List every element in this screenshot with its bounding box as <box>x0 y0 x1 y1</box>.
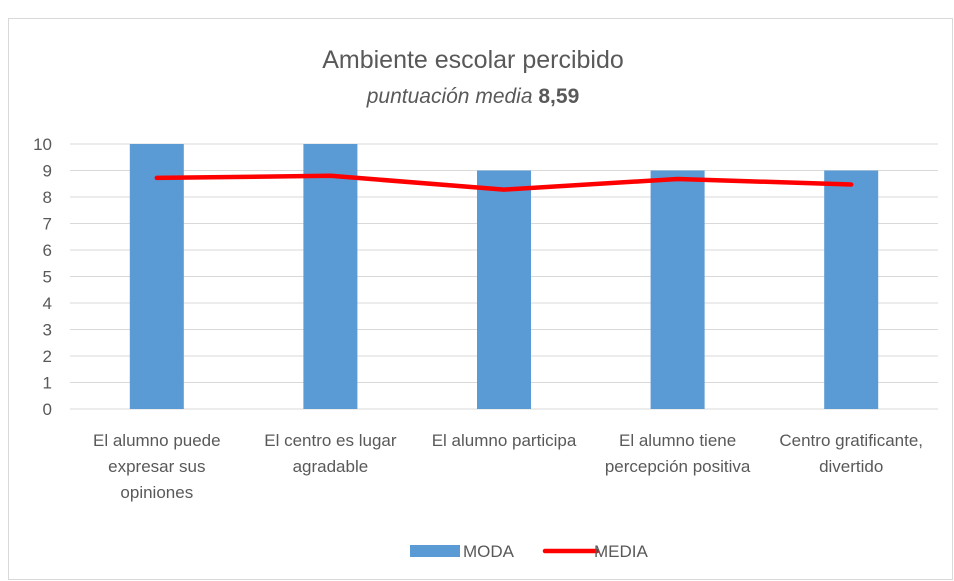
chart-title: Ambiente escolar percibido <box>322 46 624 74</box>
legend-swatch <box>410 545 460 557</box>
x-tick-label: El centro es lugar agradable <box>264 431 397 476</box>
x-tick-label: El alumno tiene percepción positiva <box>605 431 751 476</box>
bar <box>129 144 184 409</box>
x-tick-line: expresar sus <box>108 457 205 476</box>
x-tick-line: percepción positiva <box>605 457 751 476</box>
y-tick-label: 8 <box>43 188 52 207</box>
x-tick-line: agradable <box>293 457 369 476</box>
y-tick-label: 4 <box>43 294 52 313</box>
x-tick-label: El alumno puede expresar sus opiniones <box>93 431 221 502</box>
x-tick-line: Centro gratificante, <box>779 431 923 450</box>
y-tick-label: 9 <box>43 162 52 181</box>
y-tick-label: 2 <box>43 347 52 366</box>
y-tick-label: 5 <box>43 268 52 287</box>
y-tick-label: 6 <box>43 241 52 260</box>
x-tick-line: El alumno puede <box>93 431 221 450</box>
x-tick-line: El alumno tiene <box>619 431 736 450</box>
subtitle-label: puntuación media <box>366 85 533 108</box>
x-tick-line: El alumno participa <box>432 431 577 450</box>
chart-subtitle: puntuación media 8,59 <box>366 85 580 108</box>
legend-label: MODA <box>463 542 515 561</box>
line <box>154 173 854 192</box>
x-tick-line: opiniones <box>120 483 193 502</box>
x-tick-label: El alumno participa <box>432 431 577 450</box>
bar <box>650 170 705 409</box>
legend-label: MEDIA <box>594 542 649 561</box>
x-tick-line: El centro es lugar <box>264 431 397 450</box>
y-tick-label: 10 <box>33 135 52 154</box>
x-tick-label: Centro gratificante, divertido <box>779 431 923 476</box>
bar <box>303 144 358 409</box>
bar <box>477 170 531 409</box>
y-tick-label: 1 <box>43 374 52 393</box>
bar <box>824 170 879 409</box>
y-tick-label: 7 <box>43 215 52 234</box>
subtitle-value: 8,59 <box>538 85 579 108</box>
y-tick-label: 0 <box>43 400 52 419</box>
x-tick-line: divertido <box>819 457 883 476</box>
y-tick-label: 3 <box>43 321 52 340</box>
